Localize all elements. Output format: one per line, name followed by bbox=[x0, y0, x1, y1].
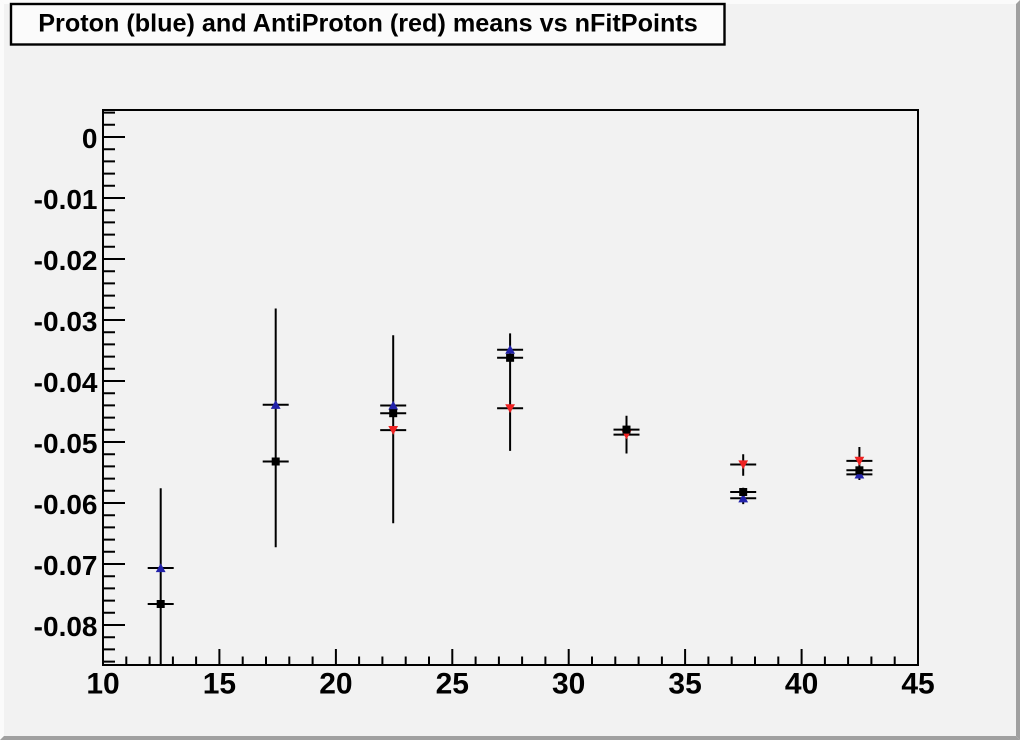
svg-text:-0.03: -0.03 bbox=[34, 306, 98, 337]
svg-text:-0.01: -0.01 bbox=[34, 184, 98, 215]
svg-text:40: 40 bbox=[785, 668, 818, 701]
svg-text:-0.06: -0.06 bbox=[34, 489, 98, 520]
svg-text:35: 35 bbox=[668, 668, 701, 701]
svg-text:15: 15 bbox=[203, 668, 236, 701]
svg-text:Proton (blue) and AntiProton (: Proton (blue) and AntiProton (red) means… bbox=[38, 9, 698, 37]
svg-text:0: 0 bbox=[82, 123, 98, 154]
svg-text:25: 25 bbox=[436, 668, 469, 701]
svg-text:-0.05: -0.05 bbox=[34, 428, 98, 459]
svg-text:-0.07: -0.07 bbox=[34, 550, 98, 581]
svg-text:-0.02: -0.02 bbox=[34, 245, 98, 276]
svg-text:-0.08: -0.08 bbox=[34, 611, 98, 642]
svg-text:10: 10 bbox=[86, 668, 119, 701]
svg-text:30: 30 bbox=[552, 668, 585, 701]
svg-text:-0.04: -0.04 bbox=[34, 367, 98, 398]
svg-text:20: 20 bbox=[319, 668, 352, 701]
svg-text:45: 45 bbox=[901, 668, 934, 701]
